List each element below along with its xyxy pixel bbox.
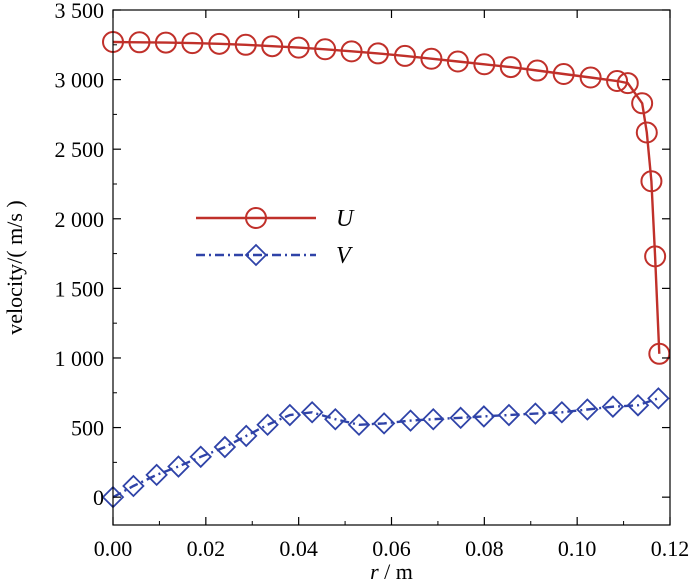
data-point-v	[472, 405, 496, 428]
data-point-u	[181, 32, 204, 55]
data-point-u	[606, 69, 629, 92]
data-point-u	[420, 47, 443, 70]
data-point-v	[647, 387, 670, 410]
data-point-u	[261, 35, 284, 58]
data-point-u	[499, 56, 522, 79]
data-point-v	[145, 463, 168, 487]
plot-area	[101, 31, 671, 509]
y-tick-label: 500	[71, 416, 104, 441]
data-point-v	[422, 407, 445, 431]
x-tick-label: 0.00	[94, 536, 133, 561]
y-tick-label: 2 000	[55, 207, 105, 232]
data-point-v	[189, 445, 213, 469]
data-point-v	[278, 403, 302, 427]
data-point-u	[552, 63, 575, 86]
x-tick-label: 0.08	[465, 536, 504, 561]
data-point-v	[167, 455, 190, 478]
x-axis-variable: r	[370, 559, 379, 581]
y-tick-label: 3 000	[55, 68, 105, 93]
y-axis-title: velocity/( m/s )	[2, 200, 27, 334]
legend-entry-v: V	[196, 243, 353, 269]
legend-marker	[245, 207, 267, 229]
data-point-u	[367, 42, 390, 65]
data-point-v	[524, 402, 547, 425]
x-tick-label: 0.06	[372, 536, 411, 561]
x-tick-label: 0.04	[279, 536, 318, 561]
legend-marker	[244, 243, 268, 267]
data-point-v	[122, 474, 145, 498]
data-point-u	[393, 44, 416, 67]
y-tick-label: 3 500	[55, 0, 105, 23]
data-point-u	[616, 72, 639, 95]
data-point-v	[626, 394, 650, 417]
legend-v-label: V	[336, 243, 353, 269]
x-axis-title: r / m	[370, 559, 413, 581]
legend-u-line-sample	[196, 207, 316, 229]
x-tick-label: 0.02	[187, 536, 226, 561]
data-point-v	[213, 435, 237, 459]
data-point-v	[347, 413, 371, 437]
y-tick-label: 1 500	[55, 276, 105, 301]
data-point-u	[340, 40, 363, 63]
y-tick-label: 1 000	[55, 346, 105, 371]
data-point-u	[234, 33, 257, 56]
data-point-u	[648, 342, 671, 365]
y-tick-label: 0	[93, 485, 104, 510]
data-point-v	[372, 412, 396, 435]
series-u	[102, 31, 671, 365]
legend-entry-u: U	[196, 206, 355, 232]
data-point-u	[526, 59, 549, 82]
series-v-line	[112, 397, 659, 499]
data-point-u	[314, 38, 337, 61]
axes: 0.00 0.02 0.04 0.06 0.08 0.10 0.12 0 500 1 000 1 5…	[55, 0, 690, 561]
data-point-u	[473, 53, 496, 76]
data-point-v	[497, 403, 521, 427]
data-point-u	[128, 31, 151, 54]
x-tick-label: 0.12	[651, 536, 690, 561]
data-point-v	[399, 409, 422, 432]
data-point-v	[324, 407, 347, 431]
data-point-u	[446, 50, 469, 73]
x-axis-unit: / m	[379, 559, 413, 581]
data-point-v	[449, 406, 472, 430]
data-point-v	[576, 398, 599, 421]
y-tick-label: 2 500	[55, 137, 105, 162]
data-point-u	[579, 66, 602, 89]
legend-v-line-sample	[196, 243, 316, 267]
legend: U V	[196, 206, 355, 269]
x-tick-label: 0.10	[558, 536, 597, 561]
legend-u-label: U	[336, 206, 355, 232]
data-point-v	[300, 400, 324, 424]
data-point-v	[550, 400, 574, 424]
series-u-line	[112, 40, 661, 354]
data-point-u	[154, 31, 177, 54]
data-point-v	[601, 395, 625, 418]
series-v	[101, 387, 670, 509]
data-point-u	[631, 92, 654, 115]
data-point-u	[635, 121, 658, 144]
data-point-v	[256, 413, 279, 437]
data-point-u	[644, 245, 667, 268]
data-point-u	[640, 170, 663, 193]
data-point-v	[234, 424, 258, 448]
data-point-u	[287, 36, 310, 59]
data-point-u	[208, 32, 231, 55]
